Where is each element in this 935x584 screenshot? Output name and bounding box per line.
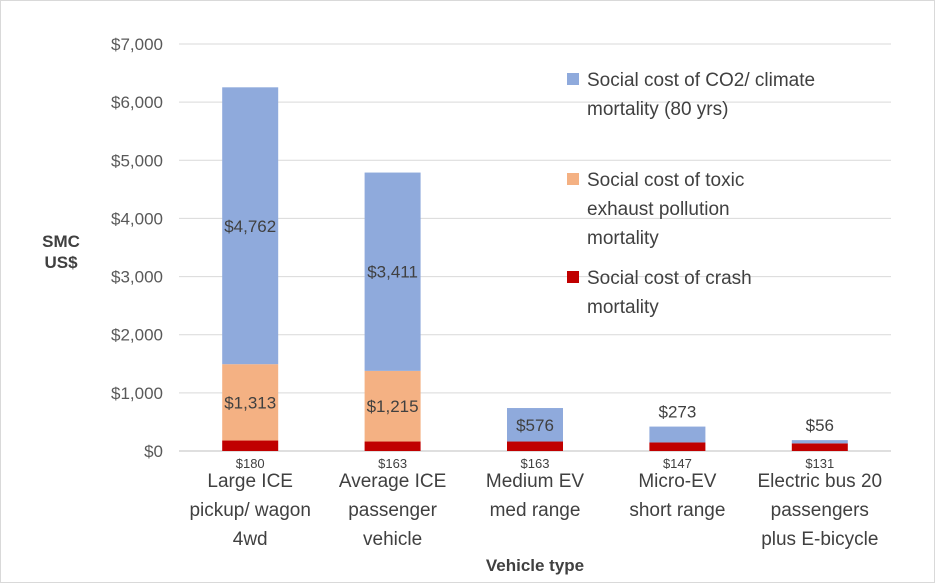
legend-swatch: [567, 271, 579, 283]
legend-label: exhaust pollution: [587, 199, 730, 220]
data-label: $147: [663, 456, 692, 471]
bar-segment[interactable]: [649, 442, 706, 451]
y-axis-title: US$: [44, 253, 78, 272]
x-tick-label: vehicle: [363, 529, 422, 550]
x-axis-title: Vehicle type: [486, 556, 584, 575]
bar-segment[interactable]: [364, 441, 421, 451]
data-label: $163: [521, 456, 550, 471]
x-tick-label: Electric bus 20: [757, 471, 882, 492]
data-label: $131: [805, 456, 834, 471]
bar-segment[interactable]: [222, 364, 279, 441]
bar-segment[interactable]: [364, 370, 421, 442]
data-label: $4,762: [224, 217, 276, 236]
x-tick-label: 4wd: [233, 529, 268, 550]
x-tick-label: passengers: [771, 500, 869, 521]
legend-label: mortality: [587, 228, 659, 249]
x-tick-label: short range: [629, 500, 725, 521]
y-tick-label: $7,000: [111, 35, 163, 54]
x-tick-label: Medium EV: [486, 471, 585, 492]
x-tick-label: passenger: [348, 500, 437, 521]
legend-label: Social cost of toxic: [587, 170, 744, 191]
x-tick-label: Micro-EV: [638, 471, 716, 492]
legend-label: Social cost of CO2/ climate: [587, 70, 815, 91]
x-tick-label: plus E-bicycle: [761, 529, 878, 550]
y-tick-label: $3,000: [111, 268, 163, 287]
y-tick-label: $4,000: [111, 209, 163, 228]
data-label: $163: [378, 456, 407, 471]
data-label: $273: [658, 403, 696, 422]
bar-segment[interactable]: [507, 441, 563, 451]
legend-label: mortality (80 yrs): [587, 99, 728, 120]
y-tick-label: $0: [144, 442, 163, 461]
legend-swatch: [567, 173, 579, 185]
y-axis-title: SMC: [42, 232, 80, 251]
x-tick-label: med range: [490, 500, 581, 521]
data-label: $576: [516, 416, 554, 435]
legend-swatch: [567, 73, 579, 85]
legend-label: Social cost of crash: [587, 268, 752, 289]
y-tick-label: $6,000: [111, 93, 163, 112]
bar-segment[interactable]: [791, 440, 848, 444]
data-label: $180: [236, 456, 265, 471]
y-tick-label: $5,000: [111, 151, 163, 170]
data-label: $1,313: [224, 393, 276, 412]
x-tick-label: Average ICE: [339, 471, 446, 492]
data-label: $56: [806, 416, 834, 435]
legend-label: mortality: [587, 297, 659, 318]
data-label: $1,215: [367, 397, 419, 416]
bar-segment[interactable]: [507, 408, 563, 442]
bar-segment[interactable]: [791, 443, 848, 451]
bar-segment[interactable]: [222, 87, 279, 365]
data-label: $3,411: [367, 263, 418, 282]
y-tick-label: $2,000: [111, 326, 163, 345]
x-tick-label: pickup/ wagon: [189, 500, 310, 521]
bar-segment[interactable]: [649, 426, 706, 443]
bar-segment[interactable]: [222, 440, 279, 451]
x-tick-label: Large ICE: [207, 471, 293, 492]
y-tick-label: $1,000: [111, 384, 163, 403]
bar-segment[interactable]: [364, 172, 421, 371]
